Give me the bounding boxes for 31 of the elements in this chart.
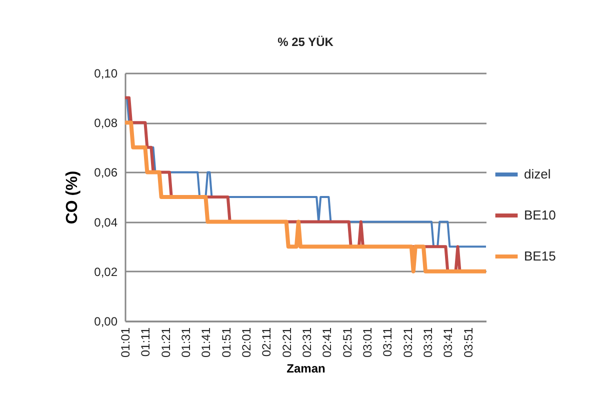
x-tick-label: 03:01 — [360, 327, 375, 358]
x-tick-label: 01:31 — [179, 327, 194, 358]
line-series — [123, 120, 488, 274]
x-tick-label: 01:11 — [138, 327, 153, 357]
legend-label: BE15 — [524, 248, 556, 264]
x-tick-label: 03:31 — [421, 327, 436, 358]
y-axis-title: CO (%) — [64, 170, 82, 224]
x-tick-label: 02:51 — [340, 327, 354, 358]
legend-label: dizel — [524, 166, 551, 182]
x-tick-label: 02:11 — [260, 327, 274, 357]
x-tick-label: 01:41 — [199, 327, 214, 358]
legend-label: BE10 — [524, 208, 556, 222]
x-tick-label: 03:51 — [461, 327, 476, 358]
y-tick-label: 0,08 — [94, 116, 118, 130]
y-tick-label: 0,02 — [94, 264, 118, 279]
x-tick-label: 02:01 — [240, 327, 254, 358]
y-tick-label: 0,04 — [94, 215, 118, 230]
x-axis-title: Zaman — [286, 362, 326, 376]
x-tick-label: 03:41 — [441, 327, 456, 358]
x-tick-label: 02:41 — [320, 327, 334, 358]
x-tick-label: 01:01 — [118, 327, 132, 358]
x-tick-label: 03:11 — [380, 327, 395, 357]
x-tick-label: 03:21 — [400, 327, 415, 358]
x-tick-label: 02:31 — [300, 327, 314, 358]
chart-title: % 25 YÜK — [278, 35, 334, 49]
x-tick-label: 01:21 — [158, 327, 173, 358]
x-tick-label: 02:21 — [280, 327, 294, 358]
y-tick-label: 0,10 — [94, 66, 118, 80]
y-tick-label: 0,06 — [94, 166, 118, 180]
y-tick-label: 0,00 — [94, 314, 118, 328]
x-tick-label: 01:51 — [219, 327, 234, 358]
